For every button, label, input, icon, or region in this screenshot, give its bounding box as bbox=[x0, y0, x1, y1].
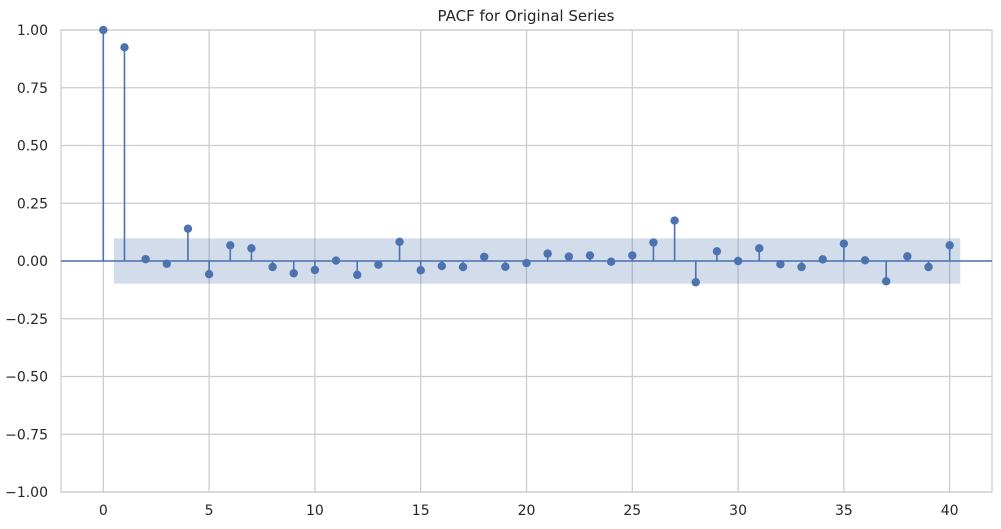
pacf-point bbox=[416, 266, 425, 275]
pacf-point bbox=[628, 251, 637, 260]
pacf-point bbox=[670, 216, 679, 225]
pacf-point bbox=[903, 252, 912, 261]
y-tick-label: 0.00 bbox=[17, 254, 48, 270]
pacf-point bbox=[331, 256, 341, 265]
y-tick-label: 0.50 bbox=[17, 139, 48, 155]
pacf-point bbox=[860, 256, 870, 265]
pacf-point bbox=[183, 224, 193, 233]
pacf-point bbox=[776, 260, 785, 269]
pacf-point bbox=[226, 241, 235, 250]
pacf-point bbox=[458, 262, 468, 272]
y-tick-label: 0.25 bbox=[17, 196, 48, 212]
y-tick-label: −0.50 bbox=[5, 370, 48, 386]
pacf-point bbox=[310, 265, 320, 275]
x-tick-label: 25 bbox=[623, 503, 641, 519]
pacf-point bbox=[691, 278, 700, 287]
pacf-point bbox=[585, 251, 595, 260]
pacf-point bbox=[564, 252, 574, 261]
pacf-point bbox=[882, 277, 891, 286]
x-tick-label: 0 bbox=[99, 503, 108, 519]
pacf-point bbox=[374, 260, 383, 269]
y-tick-label: −0.75 bbox=[5, 427, 48, 443]
pacf-point bbox=[839, 239, 849, 248]
pacf-point bbox=[99, 25, 108, 35]
pacf-point bbox=[437, 261, 447, 271]
x-tick-label: 5 bbox=[205, 503, 214, 519]
stem-layer bbox=[61, 25, 992, 287]
pacf-point bbox=[120, 43, 129, 52]
pacf-point bbox=[649, 238, 658, 247]
x-tick-label: 15 bbox=[412, 503, 430, 519]
y-tick-label: 0.75 bbox=[17, 81, 48, 97]
pacf-point bbox=[479, 252, 489, 262]
y-tick-label: −1.00 bbox=[5, 485, 48, 501]
pacf-point bbox=[395, 237, 404, 247]
pacf-point bbox=[268, 262, 277, 272]
pacf-point bbox=[733, 256, 743, 266]
x-tick-label: 40 bbox=[941, 503, 959, 519]
pacf-point bbox=[141, 254, 150, 264]
y-tick-label: −0.25 bbox=[5, 312, 48, 328]
y-tick-label: 1.00 bbox=[17, 23, 48, 39]
tick-label-layer: 0 5 10 15 20 25 30 35 40 1.00 0.75 0.50 0.25 0.00 −0.2… bbox=[5, 23, 959, 519]
pacf-point bbox=[924, 262, 933, 272]
pacf-point bbox=[755, 244, 764, 253]
pacf-point bbox=[818, 255, 827, 264]
chart-title: PACF for Original Series bbox=[438, 7, 615, 25]
pacf-point bbox=[501, 262, 510, 271]
pacf-point bbox=[247, 244, 256, 253]
pacf-point bbox=[353, 270, 362, 280]
pacf-point bbox=[712, 247, 722, 256]
pacf-point bbox=[204, 269, 214, 279]
x-tick-label: 35 bbox=[835, 503, 853, 519]
pacf-point bbox=[606, 257, 616, 266]
pacf-point bbox=[162, 259, 171, 268]
pacf-point bbox=[543, 249, 552, 258]
pacf-point bbox=[522, 258, 531, 268]
pacf-point bbox=[289, 269, 298, 278]
x-tick-label: 20 bbox=[518, 503, 536, 519]
x-tick-label: 10 bbox=[306, 503, 324, 519]
pacf-point bbox=[797, 262, 806, 272]
pacf-point bbox=[945, 241, 954, 250]
x-tick-label: 30 bbox=[729, 503, 747, 519]
